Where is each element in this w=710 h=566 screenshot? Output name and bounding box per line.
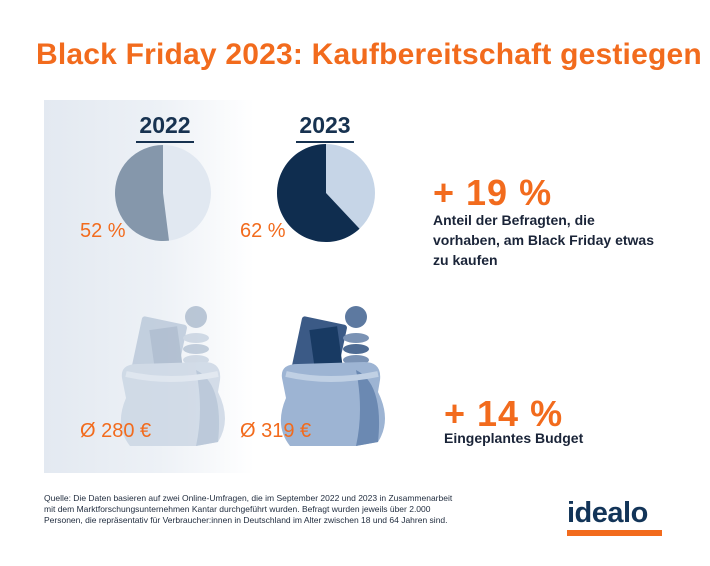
source-note: Quelle: Die Daten basieren auf zwei Onli… bbox=[44, 493, 453, 525]
year-label-2023: 2023 bbox=[299, 112, 351, 138]
year-underline-2023 bbox=[296, 141, 354, 143]
change-desc-buyers: Anteil der Befragten, die vorhaben, am B… bbox=[433, 212, 654, 268]
budget-label-2023: Ø 319 € bbox=[240, 420, 312, 442]
budget-label-2022: Ø 280 € bbox=[80, 420, 152, 442]
pie-chart-2023 bbox=[277, 144, 375, 243]
pie-slice-value-2023 bbox=[277, 144, 360, 243]
pie-slice-value-2022 bbox=[114, 145, 170, 242]
year-underline-2022 bbox=[136, 141, 194, 143]
pct-label-2023: 62 % bbox=[240, 220, 286, 242]
change-value-budget: + 14 % bbox=[444, 393, 564, 434]
shopping-bag-icon-2023 bbox=[280, 306, 385, 446]
pie-chart-2022 bbox=[114, 145, 211, 242]
logo-underline bbox=[567, 530, 662, 536]
year-label-2022: 2022 bbox=[139, 112, 191, 138]
chart-title: Black Friday 2023: Kaufbereitschaft gest… bbox=[36, 38, 702, 71]
change-desc-budget: Eingeplantes Budget bbox=[444, 430, 584, 446]
change-value-buyers: + 19 % bbox=[433, 172, 553, 213]
shopping-bag-icon-2022 bbox=[120, 306, 225, 446]
pct-label-2022: 52 % bbox=[80, 220, 126, 242]
logo-text: idealo bbox=[567, 497, 648, 529]
idealo-logo: idealo bbox=[567, 498, 662, 536]
